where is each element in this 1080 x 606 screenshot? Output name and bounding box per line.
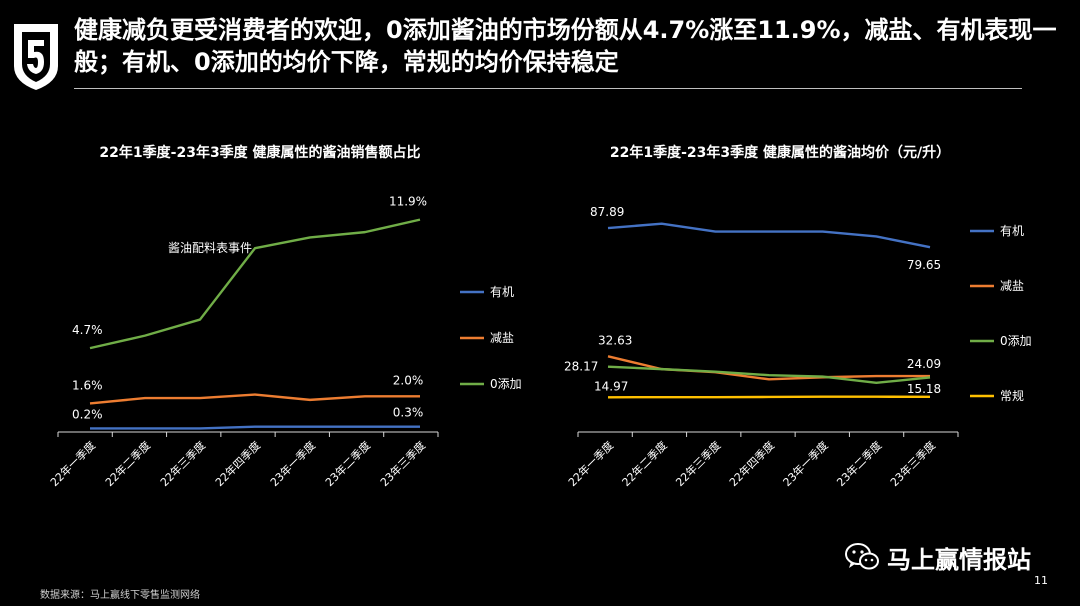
series-line-regular — [607, 395, 931, 399]
data-label-regular: 14.97 — [594, 379, 628, 393]
x-tick-label: 22年二季度 — [619, 438, 670, 489]
x-tick-label: 23年二季度 — [834, 438, 885, 489]
x-tick-label: 22年四季度 — [726, 438, 777, 489]
series-line-organic — [90, 425, 420, 430]
data-label-low-salt: 24.09 — [907, 357, 941, 371]
series-line-zero-additive — [89, 218, 421, 350]
legend-label-regular: 常规 — [1000, 388, 1024, 403]
page-title: 健康减负更受消费者的欢迎，0添加酱油的市场份额从4.7%涨至11.9%，减盐、有… — [74, 16, 1057, 76]
wechat-icon — [845, 543, 879, 570]
legend-label-low-salt: 减盐 — [1000, 279, 1024, 293]
legend-label-zero-additive: 0添加 — [490, 377, 522, 391]
series-line-low-salt — [89, 393, 420, 405]
data-label-zero-additive: 11.9% — [389, 195, 427, 209]
legend-label-organic: 有机 — [490, 285, 514, 299]
page-number: 11 — [1034, 574, 1048, 587]
title-divider — [74, 88, 1022, 89]
brand-name: 马上赢情报站 — [887, 545, 1031, 574]
event-annotation: 酱油配料表事件 — [168, 240, 252, 255]
legend-label-low-salt: 减盐 — [490, 331, 514, 345]
data-source-note: 数据来源：马上赢线下零售监测网络 — [40, 590, 200, 601]
data-label-low-salt: 32.63 — [598, 333, 632, 347]
data-label-organic: 87.89 — [590, 205, 624, 219]
data-label-organic: 0.2% — [72, 407, 103, 421]
data-label-zero-additive: 4.7% — [72, 323, 103, 337]
data-label-zero-additive: 28.17 — [564, 360, 598, 374]
chart-title-share: 22年1季度-23年3季度 健康属性的酱油销售额占比 — [99, 145, 421, 161]
x-tick-label: 22年一季度 — [565, 438, 616, 489]
legend-label-organic: 有机 — [1000, 224, 1024, 238]
x-tick-label: 23年一季度 — [780, 438, 831, 489]
data-label-low-salt: 2.0% — [393, 373, 424, 387]
x-tick-label: 22年三季度 — [673, 438, 724, 489]
shield-logo-icon — [14, 24, 58, 90]
series-line-zero-additive — [607, 365, 931, 385]
data-label-organic: 0.3% — [393, 406, 424, 420]
data-label-low-salt: 1.6% — [72, 378, 103, 392]
data-label-organic: 79.65 — [907, 258, 941, 272]
chart-title-price: 22年1季度-23年3季度 健康属性的酱油均价（元/升） — [609, 145, 951, 161]
legend-label-zero-additive: 0添加 — [1000, 334, 1032, 348]
data-label-regular: 15.18 — [907, 382, 941, 396]
x-tick-label: 23年三季度 — [887, 438, 938, 489]
series-line-organic — [607, 222, 931, 249]
brand-watermark: 马上赢情报站 — [845, 540, 1031, 574]
